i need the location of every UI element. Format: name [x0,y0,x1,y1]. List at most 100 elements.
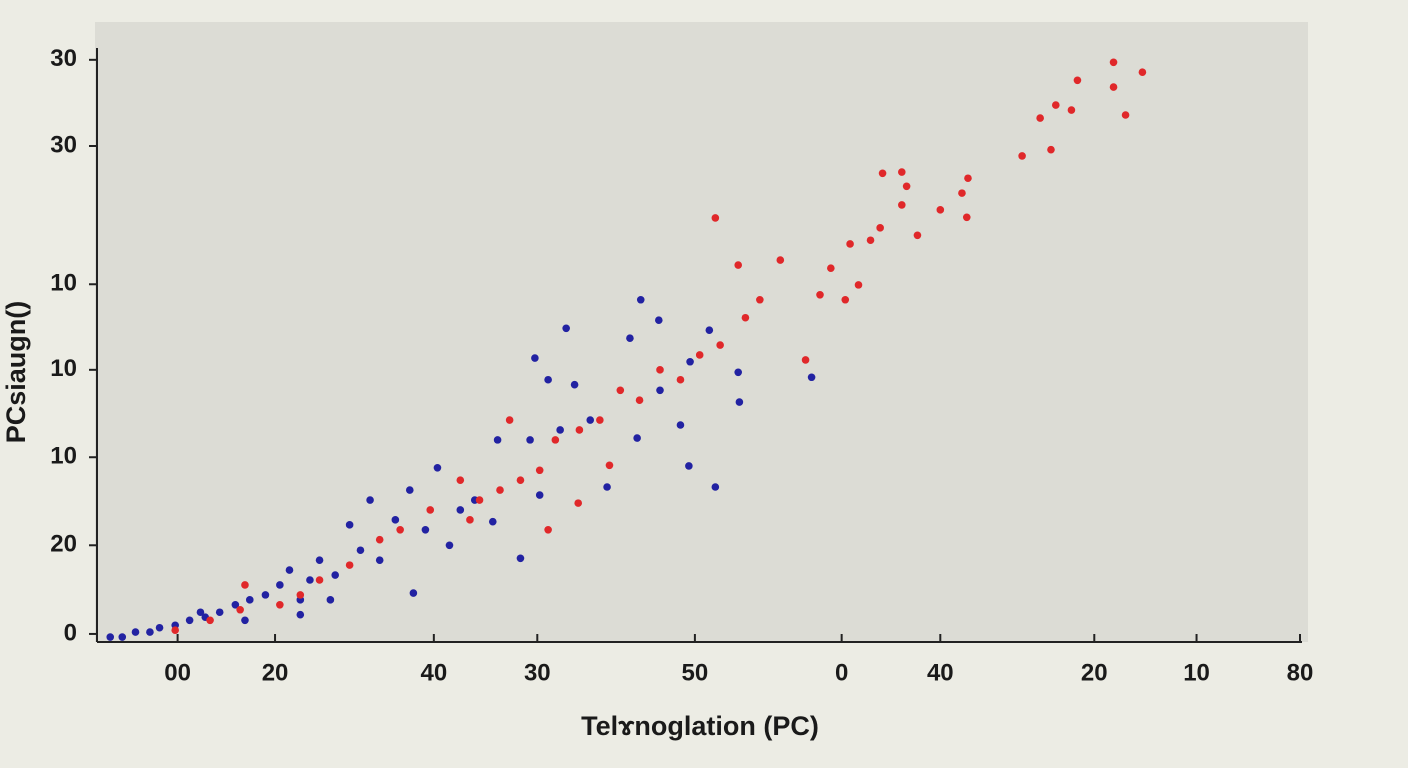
point [421,525,430,534]
point [801,356,810,364]
point [426,506,435,514]
point [456,476,465,484]
point [656,366,664,374]
point [756,295,764,304]
point [375,535,384,544]
point [570,380,579,389]
point [685,462,693,470]
point [686,357,694,366]
point [396,525,404,534]
point [596,416,604,424]
point [676,375,685,384]
point [505,416,514,424]
point [716,341,724,349]
point [776,256,785,264]
point [913,231,922,240]
point [676,421,685,429]
point [366,496,374,504]
point [245,596,254,604]
point [496,486,504,494]
point [315,556,324,564]
x-axis-title: Telɤnoglation (PC) [581,711,819,741]
plot-area [95,22,1308,642]
point [807,373,816,382]
point [231,601,240,609]
point [1109,58,1118,67]
point [296,610,305,619]
y-tick-label: 10 [50,443,77,470]
point [375,556,384,564]
point [146,628,154,636]
point [962,213,971,222]
x-tick-label: 20 [1081,659,1108,686]
point [695,351,704,359]
point [816,291,824,299]
point [562,324,570,333]
point [735,398,744,406]
point [1018,152,1026,160]
x-tick-label: 30 [524,659,551,686]
point [827,264,835,272]
point [276,581,284,589]
point [556,426,564,434]
y-axis-title: PCsiaugn() [1,301,31,444]
point [171,626,179,635]
point [155,623,164,632]
point [516,476,525,484]
point [586,416,595,424]
point [846,240,854,248]
ticks: 0 20 10 10 10 30 30 00 20 40 30 50 0 40 20 10 80 [50,45,1313,686]
point [405,486,414,494]
point [118,633,127,641]
point [326,596,335,604]
point [656,386,664,395]
point [296,591,305,599]
point [936,206,945,214]
point [603,483,611,491]
point [475,496,484,504]
point [544,375,552,384]
point [185,616,194,625]
point [866,236,875,245]
point [345,521,354,529]
x-tick-label: 40 [420,659,447,686]
point [516,554,525,563]
point [741,313,750,322]
y-tick-label: 30 [50,131,77,158]
point [544,525,552,534]
point [391,516,400,524]
point [1067,106,1076,114]
point [711,214,720,222]
point [1051,101,1060,109]
point [574,499,582,507]
point [241,616,249,625]
point [1138,68,1147,77]
point [616,386,625,395]
point [1121,111,1130,119]
x-tick-label: 20 [262,659,289,686]
x-tick-label: 0 [835,659,848,686]
y-tick-label: 30 [50,45,77,72]
point [1109,83,1118,91]
point [626,334,634,343]
point [488,517,497,526]
x-tick-label: 00 [164,659,191,686]
point [878,169,887,178]
point [206,616,214,625]
point [635,396,644,405]
point [409,589,418,597]
x-tick-label: 40 [927,659,954,686]
point [493,436,502,444]
point [466,516,474,524]
point [633,434,641,442]
x-tick-label: 10 [1183,659,1210,686]
point [445,541,454,550]
point [636,295,645,304]
point [215,608,224,617]
points [106,58,1147,641]
point [315,576,324,584]
point [605,461,614,470]
point [131,628,140,636]
